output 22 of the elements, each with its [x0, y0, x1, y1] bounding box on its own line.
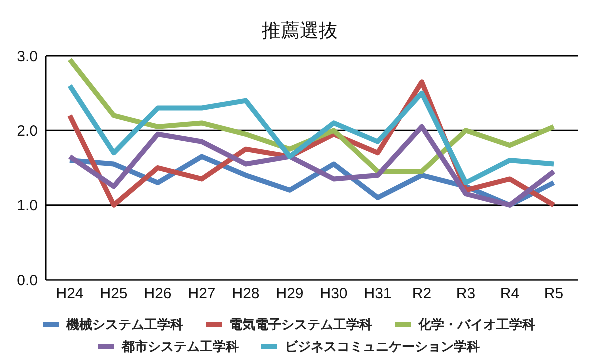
chart-title: 推薦選抜 [261, 20, 339, 44]
x-tick-label: R3 [456, 286, 476, 303]
x-tick-label: H25 [100, 286, 128, 303]
x-tick-label: H27 [188, 286, 216, 303]
x-tick-label: H24 [56, 286, 84, 303]
x-tick-label: H26 [144, 286, 172, 303]
legend-label: 化学・バイオ工学科 [417, 316, 536, 334]
legend-label: 都市システム工学科 [120, 338, 239, 356]
y-tick-label: 3.0 [17, 48, 38, 66]
x-tick-label: H31 [364, 286, 392, 303]
legend-label: 機械システム工学科 [65, 316, 184, 334]
x-tick-label: H28 [232, 286, 260, 303]
x-tick-label: H29 [276, 286, 304, 303]
legend-label: 電気電子システム工学科 [228, 316, 372, 334]
y-tick-label: 2.0 [17, 122, 38, 140]
y-tick-label: 1.0 [17, 198, 38, 215]
x-tick-label: R2 [412, 286, 432, 303]
y-tick-label: 0.0 [17, 272, 38, 290]
x-tick-label: R4 [500, 286, 520, 303]
x-tick-label: H30 [320, 286, 348, 303]
x-tick-label: R5 [544, 286, 564, 303]
legend-label: ビジネスコミュニケーション学科 [284, 338, 480, 356]
